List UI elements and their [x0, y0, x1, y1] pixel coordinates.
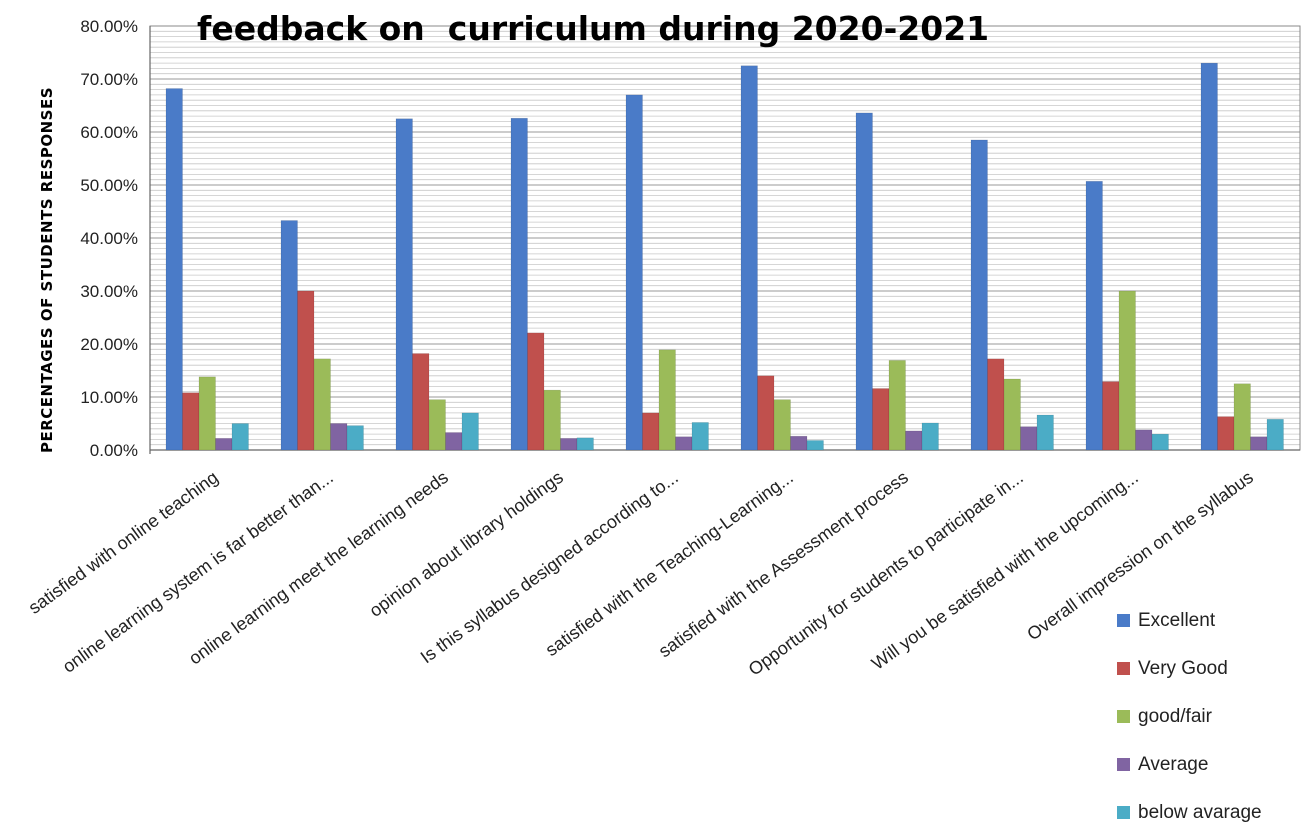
x-category-label: satisfied with the Assessment process [655, 467, 912, 661]
bar [1118, 290, 1136, 451]
legend: Excellent Very Good good/fair Average below … [1100, 600, 1296, 823]
bar [412, 353, 430, 451]
legend-swatch [1117, 758, 1130, 771]
bar [445, 432, 463, 451]
legend-label: Excellent [1138, 610, 1216, 631]
bar [1250, 436, 1268, 451]
bar [625, 94, 643, 451]
legend-label: good/fair [1138, 706, 1213, 727]
y-axis-label: PERCENTAGES OF STUDENTS RESPONSES [38, 87, 56, 453]
bar [330, 423, 348, 451]
bar [790, 435, 808, 451]
bar [921, 422, 939, 451]
bar [642, 412, 660, 451]
legend-label: below avarage [1138, 802, 1262, 823]
legend-swatch [1117, 662, 1130, 675]
bar [970, 139, 988, 451]
y-axis-ticks: 0.00% 10.00% 20.00% 30.00% 40.00% 50.00% 60.00… [80, 17, 138, 460]
legend-label: Average [1138, 754, 1208, 775]
bar [527, 332, 545, 451]
bar [215, 438, 233, 451]
x-category-label: opinion about library holdings [366, 467, 567, 621]
bar [313, 358, 331, 451]
bar [740, 65, 758, 451]
y-tick-label: 80.00% [80, 17, 138, 36]
bar [543, 389, 561, 451]
bar [297, 290, 315, 451]
bar [757, 375, 775, 451]
bar [691, 422, 709, 451]
bar [182, 392, 200, 451]
bar [165, 88, 183, 451]
bar [1151, 433, 1169, 451]
bar [1135, 429, 1153, 451]
bar [346, 425, 364, 451]
bars [165, 62, 1284, 451]
bar [428, 399, 446, 451]
x-category-label: online learning meet the learning needs [185, 467, 452, 668]
bar [560, 438, 578, 451]
bar [855, 112, 873, 451]
bar [1102, 381, 1120, 451]
bar [1217, 416, 1235, 451]
bar [1200, 62, 1218, 451]
bar [1266, 418, 1284, 451]
legend-background [1100, 600, 1296, 822]
bar [198, 376, 216, 451]
bar [510, 117, 528, 451]
bar [1233, 383, 1251, 451]
bar [675, 436, 693, 451]
y-tick-label: 50.00% [80, 176, 138, 195]
y-tick-label: 30.00% [80, 282, 138, 301]
bar [1020, 426, 1038, 451]
bar [806, 440, 824, 451]
y-tick-label: 20.00% [80, 335, 138, 354]
y-tick-label: 60.00% [80, 123, 138, 142]
bar [1003, 378, 1021, 451]
bar [987, 358, 1005, 451]
bar [1036, 414, 1054, 451]
bar [888, 360, 906, 451]
bar [576, 437, 594, 451]
legend-swatch [1117, 710, 1130, 723]
bar [231, 423, 249, 451]
x-category-label: satisfied with the Teaching-Learning... [542, 467, 797, 660]
legend-swatch [1117, 806, 1130, 819]
y-tick-label: 40.00% [80, 229, 138, 248]
y-tick-label: 0.00% [90, 441, 138, 460]
bar [872, 388, 890, 451]
y-tick-label: 10.00% [80, 388, 138, 407]
bar [395, 118, 413, 451]
chart-title: feedback on curriculum during 2020-2021 [197, 9, 989, 48]
bar [658, 349, 676, 451]
bar [1085, 180, 1103, 451]
legend-label: Very Good [1138, 658, 1228, 679]
bar [280, 220, 298, 451]
x-category-label: satisfied with online teaching [25, 467, 222, 618]
bar [905, 430, 923, 451]
y-tick-label: 70.00% [80, 70, 138, 89]
legend-swatch [1117, 614, 1130, 627]
bar [461, 412, 479, 451]
bar [773, 399, 791, 451]
